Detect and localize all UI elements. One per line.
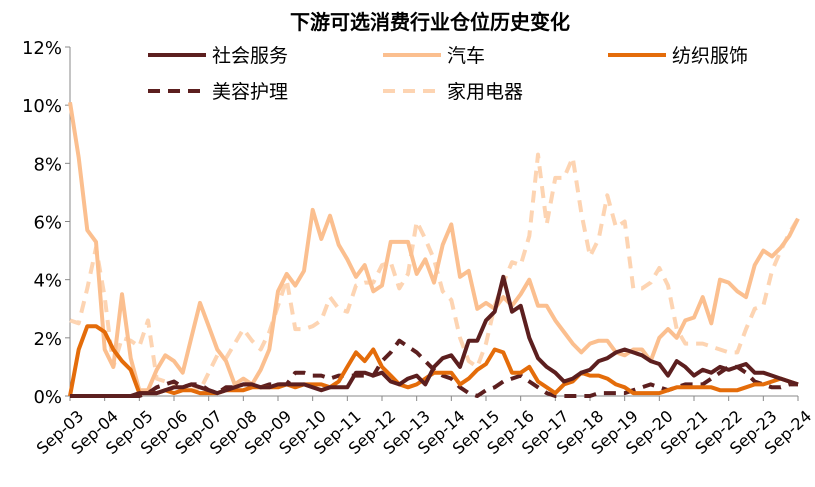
series-line-0	[70, 274, 799, 398]
y-tick-label: 4%	[33, 271, 62, 292]
legend-label: 汽车	[447, 45, 485, 67]
legend-label: 纺织服饰	[672, 45, 748, 67]
legend-label: 美容护理	[212, 81, 288, 103]
series-line-2	[68, 324, 799, 397]
y-tick-label: 8%	[33, 154, 62, 175]
y-tick-label: 0%	[33, 387, 62, 408]
legend-label: 家用电器	[447, 81, 523, 103]
y-tick-label: 2%	[33, 329, 62, 350]
series-lines	[68, 101, 800, 398]
y-tick-label: 10%	[22, 96, 62, 117]
legend-label: 社会服务	[212, 45, 288, 67]
y-tick-label: 12%	[22, 38, 62, 59]
series-line-1	[68, 101, 800, 393]
chart-title: 下游可选消费行业仓位历史变化	[290, 10, 570, 34]
series-line-4	[69, 152, 800, 393]
y-tick-label: 6%	[33, 213, 62, 234]
